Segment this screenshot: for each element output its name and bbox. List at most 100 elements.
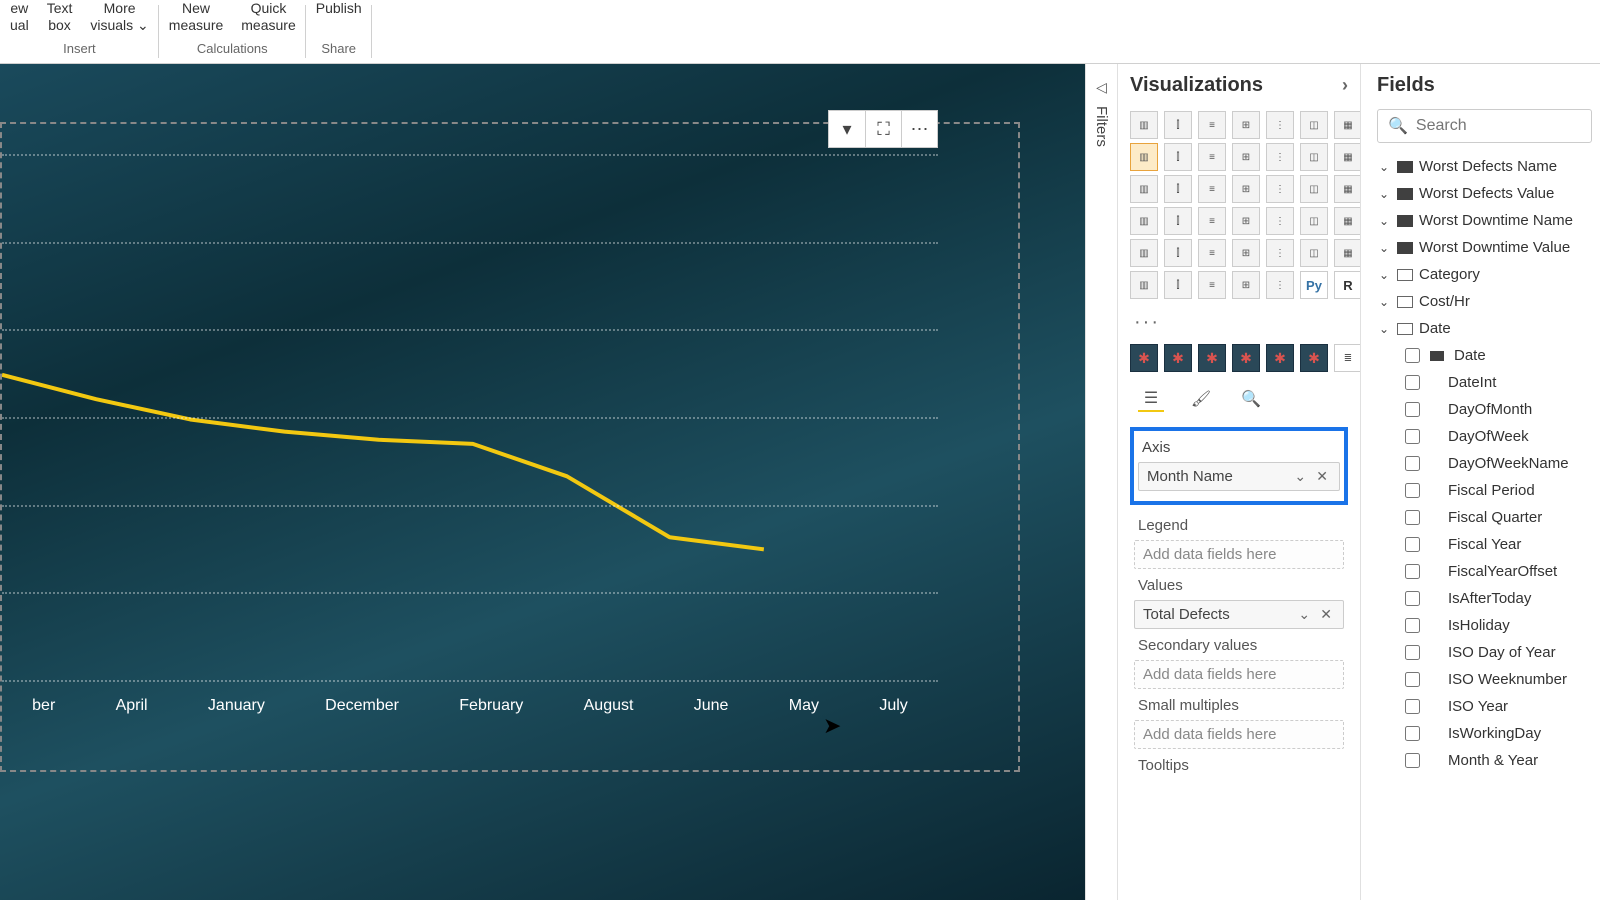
- legend-dropzone[interactable]: Add data fields here: [1134, 540, 1344, 569]
- small-multiples-dropzone[interactable]: Add data fields here: [1134, 720, 1344, 749]
- field-checkbox[interactable]: [1405, 564, 1420, 579]
- viz-type-icon[interactable]: ▦: [1334, 111, 1360, 139]
- viz-type-icon[interactable]: ◫: [1300, 175, 1328, 203]
- more-visuals-button[interactable]: ···: [1130, 307, 1348, 344]
- viz-type-icon[interactable]: ⋮: [1266, 111, 1294, 139]
- axis-field-item[interactable]: Month Name ⌄ ✕: [1138, 462, 1340, 491]
- viz-type-icon[interactable]: ⋮: [1266, 175, 1294, 203]
- secondary-dropzone[interactable]: Add data fields here: [1134, 660, 1344, 689]
- ribbon-button[interactable]: Publish: [316, 0, 362, 17]
- viz-type-icon[interactable]: ▥: [1130, 143, 1158, 171]
- viz-type-icon[interactable]: ⫿: [1164, 207, 1192, 235]
- field-row[interactable]: IsHoliday: [1369, 612, 1600, 639]
- viz-type-icon[interactable]: ▦: [1334, 239, 1360, 267]
- fields-search[interactable]: 🔍: [1377, 109, 1592, 143]
- viz-type-icon[interactable]: ≡: [1198, 175, 1226, 203]
- viz-type-icon[interactable]: ◫: [1300, 143, 1328, 171]
- field-row[interactable]: Month & Year: [1369, 747, 1600, 774]
- viz-type-icon[interactable]: ▥: [1130, 207, 1158, 235]
- ribbon-button[interactable]: More visuals ⌄: [90, 0, 148, 34]
- field-checkbox[interactable]: [1405, 348, 1420, 363]
- remove-field-icon[interactable]: ✕: [1317, 606, 1335, 622]
- field-checkbox[interactable]: [1405, 456, 1420, 471]
- custom-viz-icon[interactable]: [1198, 344, 1226, 372]
- field-checkbox[interactable]: [1405, 753, 1420, 768]
- more-options-icon[interactable]: ⋯: [901, 111, 937, 147]
- filters-pane-collapsed[interactable]: ◁ Filters: [1085, 64, 1117, 900]
- viz-type-icon[interactable]: ⊞: [1232, 207, 1260, 235]
- ribbon-button[interactable]: New measure: [169, 0, 223, 34]
- field-row[interactable]: DayOfMonth: [1369, 396, 1600, 423]
- viz-type-icon[interactable]: ◫: [1300, 111, 1328, 139]
- viz-type-icon[interactable]: ≡: [1198, 271, 1226, 299]
- chevron-down-icon[interactable]: ⌄: [1291, 468, 1309, 484]
- focus-mode-icon[interactable]: ⛶: [865, 111, 901, 147]
- viz-type-icon[interactable]: ⫿: [1164, 271, 1192, 299]
- viz-type-icon[interactable]: Py: [1300, 271, 1328, 299]
- table-row[interactable]: ⌄Worst Defects Name: [1369, 153, 1600, 180]
- table-row[interactable]: ⌄Worst Downtime Name: [1369, 207, 1600, 234]
- table-row[interactable]: ⌄Cost/Hr: [1369, 288, 1600, 315]
- viz-type-icon[interactable]: ⫿: [1164, 143, 1192, 171]
- filter-icon[interactable]: ▾: [829, 111, 865, 147]
- viz-type-icon[interactable]: ⫿: [1164, 175, 1192, 203]
- viz-type-icon[interactable]: ▦: [1334, 207, 1360, 235]
- viz-type-icon[interactable]: ⊞: [1232, 111, 1260, 139]
- viz-type-icon[interactable]: ⋮: [1266, 271, 1294, 299]
- field-row[interactable]: DayOfWeek: [1369, 423, 1600, 450]
- field-row[interactable]: IsWorkingDay: [1369, 720, 1600, 747]
- ribbon-button[interactable]: ew ual: [10, 0, 29, 34]
- ribbon-button[interactable]: Text box: [47, 0, 73, 34]
- field-checkbox[interactable]: [1405, 618, 1420, 633]
- field-checkbox[interactable]: [1405, 402, 1420, 417]
- viz-type-icon[interactable]: ⫿: [1164, 111, 1192, 139]
- analytics-tab[interactable]: 🔍: [1238, 386, 1264, 412]
- custom-viz-icon[interactable]: [1232, 344, 1260, 372]
- field-checkbox[interactable]: [1405, 375, 1420, 390]
- field-row[interactable]: FiscalYearOffset: [1369, 558, 1600, 585]
- search-input[interactable]: [1416, 117, 1600, 135]
- table-row[interactable]: ⌄Worst Defects Value: [1369, 180, 1600, 207]
- viz-type-icon[interactable]: ≡: [1198, 111, 1226, 139]
- report-canvas[interactable]: ▾ ⛶ ⋯ berAprilJanuaryDecemberFebruaryAug…: [0, 64, 1085, 900]
- table-row[interactable]: ⌄Date: [1369, 315, 1600, 342]
- custom-viz-icon[interactable]: [1266, 344, 1294, 372]
- viz-type-icon[interactable]: ⊞: [1232, 143, 1260, 171]
- custom-viz-icon[interactable]: [1300, 344, 1328, 372]
- line-chart-visual[interactable]: ▾ ⛶ ⋯ berAprilJanuaryDecemberFebruaryAug…: [0, 122, 1020, 772]
- remove-field-icon[interactable]: ✕: [1313, 468, 1331, 484]
- field-checkbox[interactable]: [1405, 699, 1420, 714]
- viz-type-icon[interactable]: ⊞: [1232, 175, 1260, 203]
- field-row[interactable]: Date: [1369, 342, 1600, 369]
- viz-type-icon[interactable]: ⋮: [1266, 239, 1294, 267]
- viz-type-icon[interactable]: R: [1334, 271, 1360, 299]
- viz-type-icon[interactable]: ▦: [1334, 143, 1360, 171]
- format-tab[interactable]: 🖌: [1188, 386, 1214, 412]
- chevron-right-icon[interactable]: ›: [1342, 75, 1348, 96]
- table-row[interactable]: ⌄Worst Downtime Value: [1369, 234, 1600, 261]
- field-checkbox[interactable]: [1405, 429, 1420, 444]
- field-row[interactable]: Fiscal Quarter: [1369, 504, 1600, 531]
- viz-type-icon[interactable]: ⋮: [1266, 143, 1294, 171]
- custom-viz-icon[interactable]: [1130, 344, 1158, 372]
- viz-type-icon[interactable]: ≡: [1198, 239, 1226, 267]
- viz-type-icon[interactable]: ⫿: [1164, 239, 1192, 267]
- viz-type-icon[interactable]: ≡: [1198, 143, 1226, 171]
- field-row[interactable]: IsAfterToday: [1369, 585, 1600, 612]
- field-row[interactable]: Fiscal Period: [1369, 477, 1600, 504]
- table-row[interactable]: ⌄Category: [1369, 261, 1600, 288]
- field-row[interactable]: ISO Weeknumber: [1369, 666, 1600, 693]
- viz-type-icon[interactable]: ≡: [1198, 207, 1226, 235]
- viz-type-icon[interactable]: ▥: [1130, 175, 1158, 203]
- chevron-down-icon[interactable]: ⌄: [1295, 606, 1313, 622]
- field-checkbox[interactable]: [1405, 483, 1420, 498]
- field-row[interactable]: ISO Year: [1369, 693, 1600, 720]
- viz-type-icon[interactable]: ⊞: [1232, 239, 1260, 267]
- ribbon-button[interactable]: Quick measure: [241, 0, 295, 34]
- values-field-item[interactable]: Total Defects ⌄ ✕: [1134, 600, 1344, 629]
- viz-type-icon[interactable]: ◫: [1300, 239, 1328, 267]
- field-checkbox[interactable]: [1405, 510, 1420, 525]
- viz-type-icon[interactable]: ⋮: [1266, 207, 1294, 235]
- field-checkbox[interactable]: [1405, 537, 1420, 552]
- field-row[interactable]: ISO Day of Year: [1369, 639, 1600, 666]
